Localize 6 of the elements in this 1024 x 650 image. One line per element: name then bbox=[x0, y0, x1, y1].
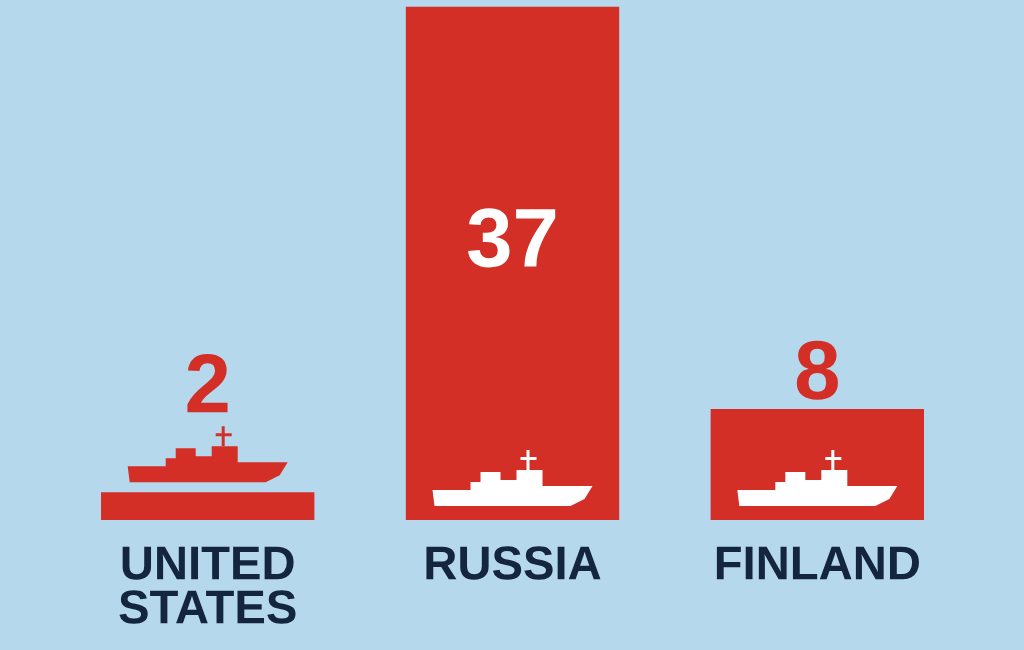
data-label: 37 bbox=[468, 208, 556, 268]
x-tick-label: UNITED STATES bbox=[119, 546, 296, 624]
x-tick-label: RUSSIA bbox=[426, 546, 601, 580]
x-tick-label: FINLAND bbox=[716, 546, 919, 580]
data-label: 2 bbox=[187, 354, 228, 413]
data-label: 8 bbox=[796, 340, 838, 400]
